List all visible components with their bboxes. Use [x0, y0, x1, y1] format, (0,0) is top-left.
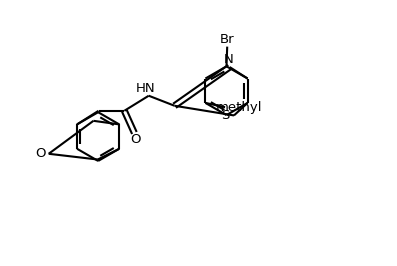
Text: N: N	[224, 53, 233, 66]
Text: O: O	[36, 147, 46, 160]
Text: Br: Br	[220, 33, 235, 46]
Text: O: O	[131, 133, 141, 146]
Text: methyl: methyl	[216, 101, 262, 114]
Text: S: S	[221, 109, 229, 122]
Text: HN: HN	[136, 82, 156, 95]
